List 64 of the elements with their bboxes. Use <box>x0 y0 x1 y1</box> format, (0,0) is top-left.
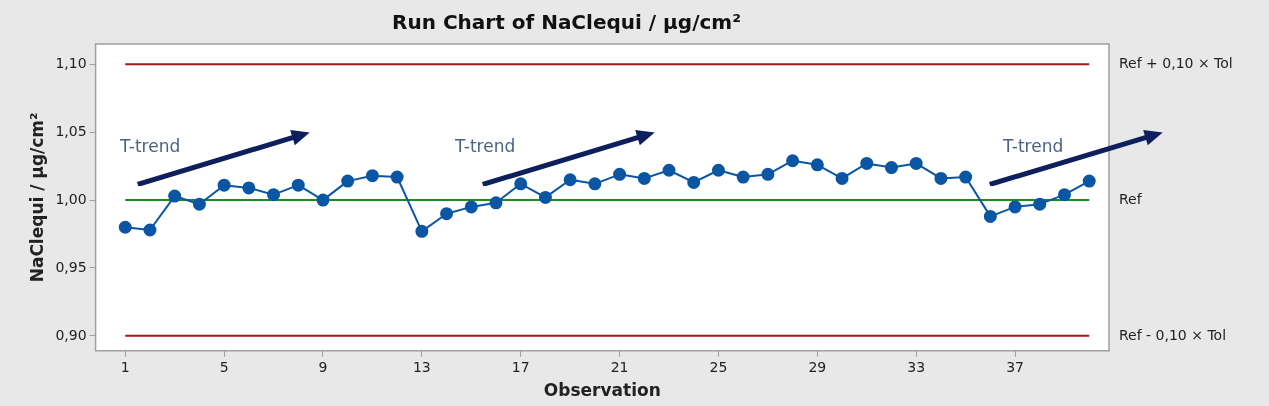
x-tick-label: 37 <box>1006 358 1024 375</box>
point <box>390 170 404 184</box>
point <box>810 158 824 172</box>
point <box>538 190 552 204</box>
x-tick-label: 25 <box>709 358 728 375</box>
ref-line-label: Ref - 0,10 × Tol <box>1119 326 1227 343</box>
point <box>563 173 577 187</box>
point <box>1082 174 1096 188</box>
point <box>1058 188 1072 202</box>
point <box>835 171 849 185</box>
point <box>860 156 874 170</box>
point <box>464 200 478 214</box>
point <box>588 177 602 191</box>
annotation: T-trend <box>1002 136 1064 156</box>
point <box>613 167 627 181</box>
point <box>983 209 997 223</box>
y-tick-label: 1,10 <box>55 55 87 71</box>
point <box>687 175 701 189</box>
x-tick-label: 29 <box>808 358 827 375</box>
point <box>637 171 651 185</box>
x-tick-label: 9 <box>318 358 328 375</box>
annotation: T-trend <box>119 136 181 156</box>
point <box>662 163 676 177</box>
point <box>1008 200 1022 214</box>
point <box>118 220 132 234</box>
y-tick-label: 0,95 <box>55 258 87 275</box>
point <box>192 197 206 211</box>
point <box>736 170 750 184</box>
point <box>934 171 948 185</box>
point <box>242 181 256 195</box>
point <box>415 224 429 238</box>
x-tick-label: 5 <box>219 358 229 375</box>
point <box>884 161 898 175</box>
ref-line-label: Ref + 0,10 × Tol <box>1119 55 1233 71</box>
chart-title: Run Chart of NaClequi / µg/cm² <box>392 10 741 35</box>
y-tick-label: 1,05 <box>55 122 87 139</box>
point <box>909 156 923 170</box>
x-tick-label: 13 <box>412 358 431 375</box>
point <box>711 163 725 177</box>
y-axis-title: NaClequi / µg/cm² <box>26 112 47 283</box>
x-tick-label: 1 <box>120 358 130 375</box>
point <box>761 167 775 181</box>
x-axis-title: Observation <box>543 380 661 401</box>
point <box>786 154 800 168</box>
point <box>267 188 281 202</box>
point <box>440 207 454 221</box>
point <box>959 170 973 184</box>
x-tick-label: 17 <box>511 358 530 375</box>
point <box>168 189 182 203</box>
point <box>514 177 528 191</box>
point <box>365 169 379 183</box>
y-tick-label: 0,90 <box>55 326 87 343</box>
x-tick-label: 33 <box>907 358 926 375</box>
point <box>1033 197 1047 211</box>
point <box>143 223 157 237</box>
y-tick-label: 1,00 <box>55 190 87 207</box>
annotation: T-trend <box>454 136 516 156</box>
point <box>291 178 305 192</box>
point <box>341 174 355 188</box>
x-tick-label: 21 <box>610 358 629 375</box>
point <box>217 178 231 192</box>
ref-line-label: Ref <box>1119 190 1143 207</box>
point <box>316 193 330 207</box>
point <box>489 196 503 210</box>
